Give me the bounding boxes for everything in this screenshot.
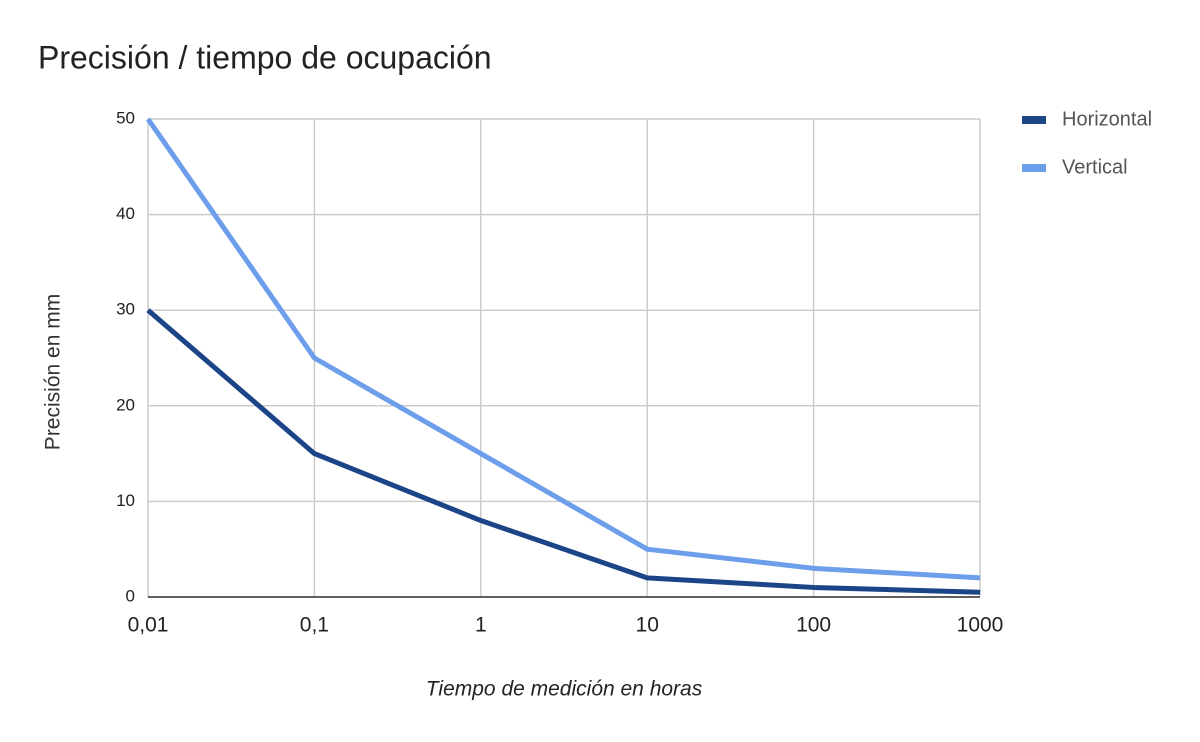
y-tick-label: 0 xyxy=(126,586,135,605)
x-tick-label: 10 xyxy=(636,614,659,637)
y-axis-title: Precisión en mm xyxy=(42,294,65,450)
x-tick-label: 1 xyxy=(475,614,487,637)
legend-swatch xyxy=(1022,116,1046,124)
x-axis-title: Tiempo de medición en horas xyxy=(426,678,703,701)
y-tick-label: 40 xyxy=(116,204,135,223)
x-tick-label: 1000 xyxy=(957,614,1004,637)
line-series xyxy=(146,308,981,595)
x-tick-label: 0,1 xyxy=(300,614,329,637)
x-tick-label: 100 xyxy=(796,614,831,637)
x-tick-label: 0,01 xyxy=(128,614,169,637)
legend-label: Vertical xyxy=(1062,156,1128,178)
y-tick-label: 30 xyxy=(116,300,135,319)
y-tick-label: 50 xyxy=(116,108,135,127)
line-series xyxy=(145,117,981,581)
y-tick-label: 10 xyxy=(116,491,135,510)
legend-swatch xyxy=(1022,164,1046,172)
chart-title: Precisión / tiempo de ocupación xyxy=(38,39,492,75)
legend-label: Horizontal xyxy=(1062,108,1152,130)
y-tick-label: 20 xyxy=(116,395,135,414)
